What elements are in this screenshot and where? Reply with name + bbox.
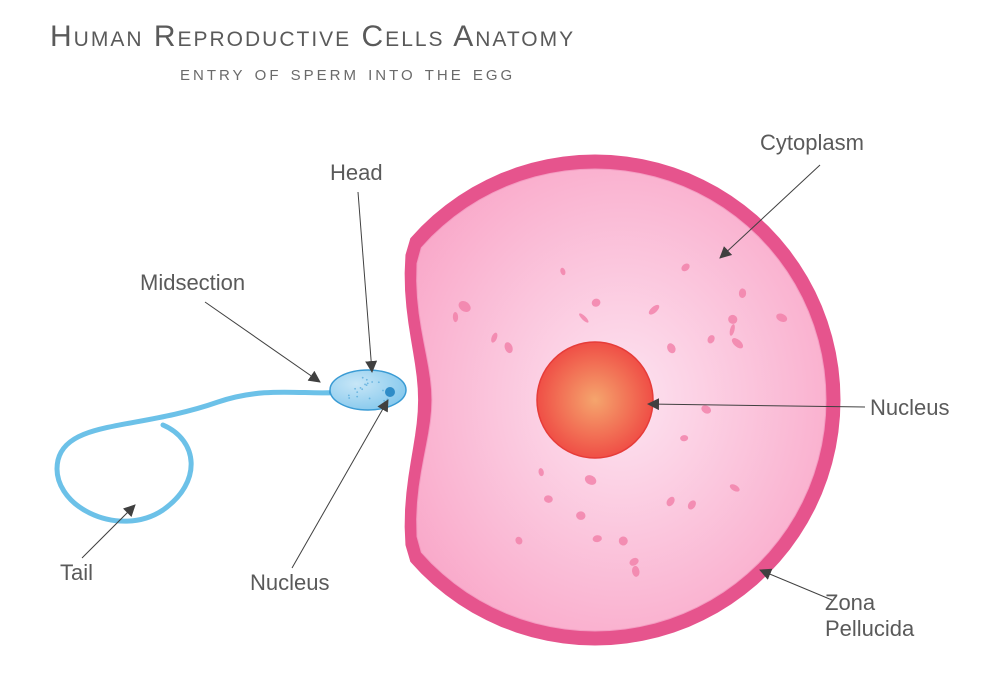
label-zona: Zona Pellucida — [825, 590, 914, 642]
sperm-tail — [57, 392, 343, 521]
label-head: Head — [330, 160, 383, 186]
label-nucleus-egg: Nucleus — [870, 395, 949, 421]
diagram-canvas — [0, 0, 1000, 685]
sperm-nucleus — [385, 387, 395, 397]
label-nucleus-sperm: Nucleus — [250, 570, 329, 596]
label-cytoplasm: Cytoplasm — [760, 130, 864, 156]
label-midsection: Midsection — [140, 270, 245, 296]
label-tail: Tail — [60, 560, 93, 586]
sperm-head — [330, 370, 406, 410]
egg-nucleus — [537, 342, 653, 458]
